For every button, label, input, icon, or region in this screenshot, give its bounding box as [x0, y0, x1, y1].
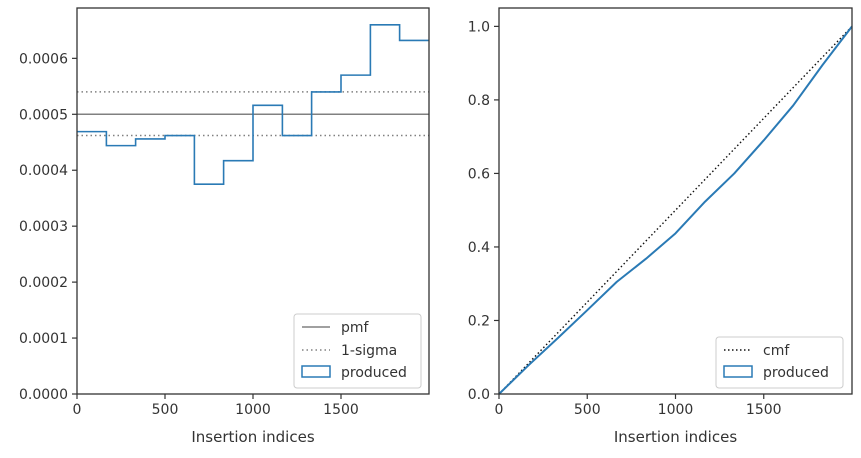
cmf-y-tick-label: 0.8: [468, 93, 490, 109]
cmf-x-axis-label: Insertion indices: [614, 428, 737, 446]
cmf-x-tick-label: 0: [495, 402, 504, 418]
cmf-line: [498, 25, 853, 395]
pmf-legend-box: [293, 313, 422, 389]
cmf-y-tick-label: 1.0: [468, 19, 490, 35]
cmf-x-tick-label: 1000: [658, 402, 694, 418]
cmf-y-tick-label: 0.2: [468, 313, 490, 329]
pmf-y-tick-label: 0.0002: [19, 275, 68, 291]
legend-produced-label: produced: [763, 365, 829, 381]
cmf-y-tick-label: 0.0: [468, 387, 490, 403]
pmf-histogram-chart: 0 500 1000 1500 0.0000 0.0001 0.0002 0.0003 0.00…: [19, 7, 430, 446]
pmf-y-tick-label: 0.0003: [19, 219, 68, 235]
pmf-x-tick-label: 0: [73, 402, 82, 418]
pmf-y-tick-label: 0.0004: [19, 163, 68, 179]
cmf-y-tick-label: 0.4: [468, 240, 490, 256]
produced-cumulative-line: [498, 25, 853, 395]
cmf-plot-area: [498, 25, 853, 395]
pmf-legend: pmf 1-sigma produced: [293, 313, 422, 389]
pmf-ticks: 0 500 1000 1500 0.0000 0.0001 0.0002 0.0003 0.00…: [19, 51, 359, 418]
pmf-x-axis-label: Insertion indices: [191, 428, 314, 446]
pmf-y-tick-label: 0.0000: [19, 387, 68, 403]
cmf-ticks: 0 500 1000 1500 0.0 0.2 0.4 0.6 0.8 1.0: [468, 19, 782, 418]
cmf-x-tick-label: 1500: [746, 402, 782, 418]
pmf-y-tick-label: 0.0006: [19, 51, 68, 67]
cmf-x-tick-label: 500: [574, 402, 601, 418]
produced-histogram-step: [77, 23, 429, 186]
legend-pmf-label: pmf: [341, 320, 370, 336]
legend-produced-label: produced: [341, 365, 407, 381]
pmf-x-tick-label: 500: [152, 402, 179, 418]
pmf-y-tick-label: 0.0001: [19, 331, 68, 347]
pmf-plot-area: [77, 23, 429, 186]
pmf-y-tick-label: 0.0005: [19, 107, 68, 123]
cmf-chart: 0 500 1000 1500 0.0 0.2 0.4 0.6 0.8 1.0 Insertion…: [468, 7, 853, 446]
cmf-legend: cmf produced: [715, 336, 844, 389]
pmf-x-tick-label: 1500: [323, 402, 359, 418]
cmf-legend-box: [715, 336, 844, 389]
legend-cmf-label: cmf: [763, 343, 790, 359]
legend-1-sigma-label: 1-sigma: [341, 343, 397, 359]
legend-produced-swatch: [301, 365, 331, 378]
cmf-y-tick-label: 0.6: [468, 166, 490, 182]
pmf-x-tick-label: 1000: [235, 402, 271, 418]
legend-produced-swatch: [723, 365, 753, 378]
